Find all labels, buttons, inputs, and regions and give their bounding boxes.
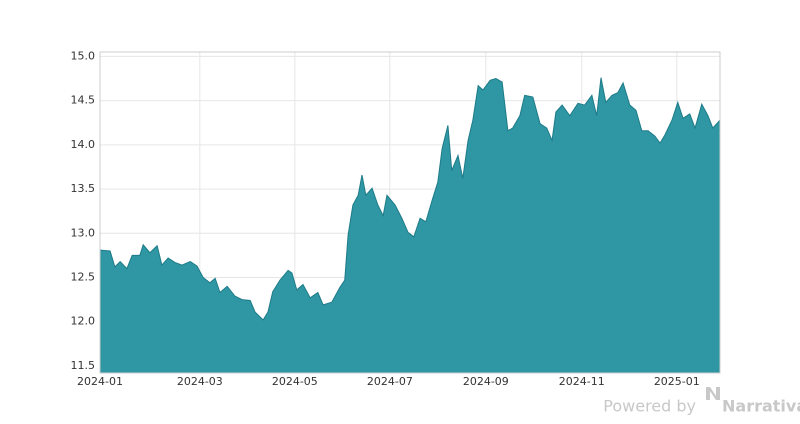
y-tick-label: 14.0	[71, 138, 96, 151]
y-tick-label: 13.0	[71, 226, 96, 239]
y-tick-label: 14.5	[71, 94, 96, 107]
footer-text: Powered by	[603, 397, 696, 416]
area	[100, 77, 720, 373]
y-tick-label: 13.5	[71, 182, 96, 195]
y-tick-label: 12.0	[71, 315, 96, 328]
brand-logo	[706, 387, 720, 400]
plot-border	[99, 51, 721, 374]
x-tick-label: 2024-05	[272, 375, 318, 388]
x-tick-label: 2024-03	[177, 375, 223, 388]
y-tick-label: 12.5	[71, 270, 96, 283]
x-tick-label: 2024-09	[463, 375, 509, 388]
x-tick-label: 2024-01	[77, 375, 123, 388]
y-tick-label: 15.0	[71, 49, 96, 62]
footer-brand: Narrativa	[722, 397, 800, 416]
x-tick-label: 2025-01	[654, 375, 700, 388]
x-tick-label: 2024-11	[559, 375, 605, 388]
x-tick-label: 2024-07	[367, 375, 413, 388]
area-line	[99, 77, 721, 321]
y-tick-label: 11.5	[71, 359, 96, 372]
